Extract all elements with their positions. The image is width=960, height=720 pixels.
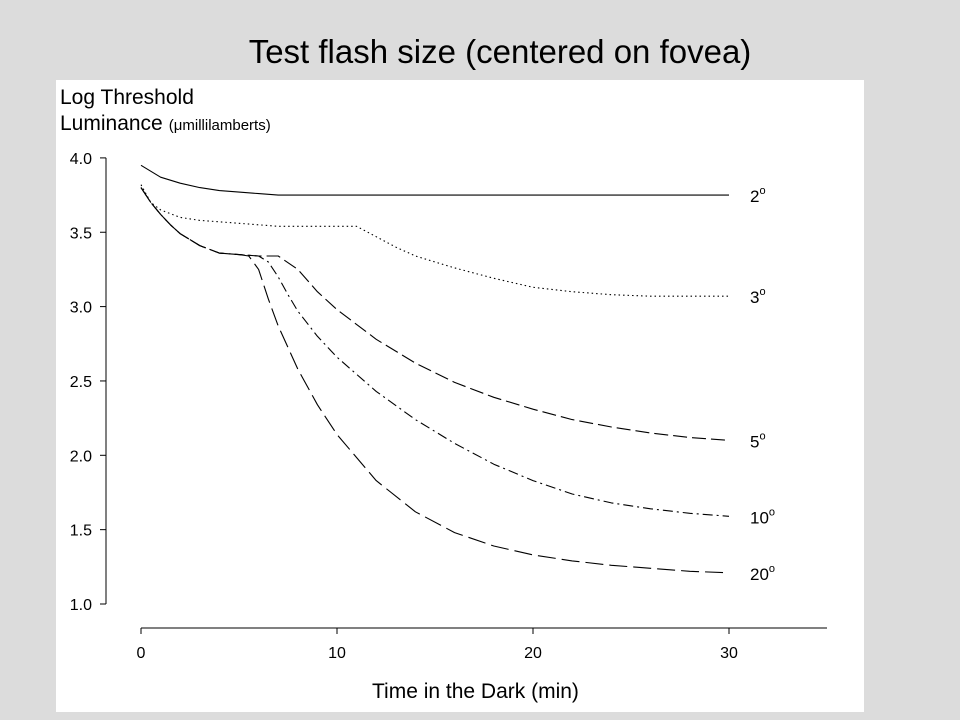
y-tick-label: 2.5 bbox=[70, 374, 92, 391]
x-tick-label: 30 bbox=[720, 645, 738, 662]
series-line-5 bbox=[140, 187, 730, 574]
y-tick-label: 3.0 bbox=[70, 300, 92, 317]
series-label-4: 10o bbox=[750, 506, 775, 527]
line-chart: 1.0 1.5 2.0 2.5 3.0 3.5 4.0 0 10 20 30 2o 3o 5o 10o 20o bbox=[70, 151, 827, 662]
y-tick-label: 3.5 bbox=[70, 225, 92, 242]
series-label-2: 3o bbox=[750, 286, 766, 307]
y-tick-label: 1.5 bbox=[70, 523, 92, 540]
series-line-2 bbox=[140, 184, 729, 297]
y-axis-unit: (μmillilamberts) bbox=[168, 117, 271, 134]
chart-title: Test flash size (centered on fovea) bbox=[248, 33, 752, 70]
x-tick-label: 0 bbox=[137, 645, 146, 662]
series-line-3 bbox=[140, 187, 730, 441]
y-tick-label: 1.0 bbox=[70, 597, 92, 614]
x-tick-label: 20 bbox=[524, 645, 542, 662]
series-label-1: 2o bbox=[750, 185, 766, 206]
y-tick-label: 2.0 bbox=[70, 448, 92, 465]
series-line-1 bbox=[140, 164, 729, 196]
y-axis-label-line1: Log Threshold bbox=[60, 86, 194, 109]
x-tick-label: 10 bbox=[328, 645, 346, 662]
chart-panel: Log Threshold Luminance (μmillilamberts) … bbox=[56, 80, 864, 712]
y-axis-label-text: Luminance bbox=[60, 112, 163, 135]
series-line-4 bbox=[140, 187, 730, 517]
series-label-3: 5o bbox=[750, 430, 766, 451]
series-label-5: 20o bbox=[750, 563, 775, 584]
y-tick-label: 4.0 bbox=[70, 151, 92, 168]
x-axis-label: Time in the Dark (min) bbox=[372, 680, 579, 703]
y-axis-label-line2: Luminance (μmillilamberts) bbox=[60, 112, 271, 136]
